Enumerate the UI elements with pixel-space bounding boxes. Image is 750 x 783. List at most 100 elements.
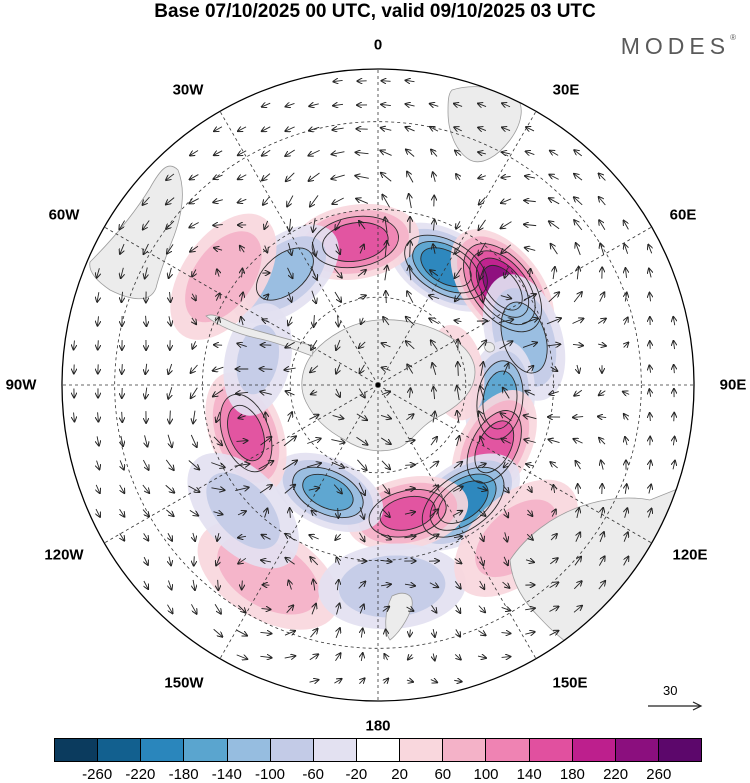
wind-vector-arrow (573, 292, 582, 303)
wind-vector-arrow (478, 152, 486, 154)
wind-vector-arrow (380, 437, 391, 444)
wind-vector-arrow (625, 268, 626, 278)
wind-vector-arrow (356, 199, 369, 204)
wind-vector-arrow (310, 629, 317, 638)
label-lon-180: 180 (365, 717, 391, 735)
wind-vector-arrow (574, 150, 583, 157)
wind-vector-arrow (217, 533, 219, 541)
wind-vector-arrow (120, 484, 125, 493)
wind-vector-arrow (265, 508, 268, 518)
wind-vector-arrow (359, 341, 366, 348)
wind-vector-arrow (648, 245, 651, 254)
anomaly-band (302, 474, 354, 511)
wind-vector-arrow (168, 363, 171, 374)
wind-vector-arrow (312, 241, 315, 256)
wind-vector-arrow (361, 653, 362, 662)
wind-vector-arrow (498, 319, 513, 322)
contour-line (466, 410, 522, 484)
label-lon-150e: 150E (552, 674, 588, 692)
wind-vector-arrow (457, 386, 459, 401)
wind-vector-arrow (429, 295, 440, 298)
wind-vector-arrow (97, 460, 100, 470)
latitude-circle (114, 121, 642, 649)
contour-lines (219, 215, 548, 538)
wind-vector-arrow (190, 434, 196, 447)
wind-vector-arrow (432, 363, 436, 376)
wind-vector-arrow (429, 534, 438, 540)
wind-vector-arrow (574, 557, 581, 566)
wind-vector-arrow (236, 392, 249, 393)
wind-vector-arrow (120, 509, 125, 516)
wind-vector-arrow (526, 366, 534, 373)
wind-vector-arrow (478, 176, 486, 179)
wind-vector-arrow (237, 343, 247, 346)
wind-vector-arrow (380, 534, 391, 540)
wind-vector-arrow (166, 509, 173, 516)
colorbar-tick-label: 100 (473, 766, 499, 783)
wind-vector-arrow (356, 152, 369, 153)
wind-vector-arrow (673, 461, 675, 470)
wind-vector-arrow (624, 343, 629, 348)
wind-vector-arrow (526, 127, 535, 131)
wind-vector-arrow (332, 152, 345, 155)
colorbar-tick-label: -20 (345, 766, 368, 783)
wind-vector-arrow (409, 194, 412, 209)
wind-vector-arrow (333, 267, 342, 277)
wind-vector-arrow (549, 198, 560, 205)
wind-vector-arrow (385, 241, 387, 258)
wind-vector-arrow (599, 197, 606, 206)
wind-vector-arrow (120, 460, 124, 469)
label-lon-60e: 60E (669, 206, 697, 224)
wind-vector-arrow (381, 391, 390, 394)
wind-vector-arrow (410, 241, 411, 258)
wind-vector-arrow (120, 243, 124, 254)
wind-vector-arrow (122, 411, 123, 422)
wind-vector-arrow (235, 487, 248, 490)
wind-vector-arrow (261, 609, 270, 610)
wind-vector-arrow (144, 243, 149, 254)
wind-vector-arrow (309, 415, 318, 420)
wind-vector-arrow (573, 439, 583, 443)
wind-vector-arrow (455, 244, 462, 253)
wind-vector-arrow (406, 607, 414, 611)
wind-vector-arrow (455, 292, 462, 301)
label-lon-30e: 30E (552, 81, 580, 99)
wind-vector-arrow (167, 244, 174, 253)
wind-vector-arrow (335, 653, 340, 662)
wind-vector-arrow (553, 485, 554, 494)
wind-vector-arrow (384, 679, 388, 684)
wind-vector-arrow (306, 463, 321, 468)
wind-vector-arrow (121, 435, 123, 446)
wind-vector-arrow (166, 220, 175, 229)
wind-vector-arrow (360, 604, 364, 614)
wind-vector-arrow (286, 391, 295, 395)
wind-vector-arrow (97, 268, 100, 277)
wind-vector-arrow (260, 632, 271, 633)
wind-vector-arrow (478, 103, 487, 106)
wind-vector-arrow (456, 604, 461, 613)
wind-vector-arrow (453, 511, 462, 515)
contour-line (219, 393, 273, 473)
wind-vector-arrow (146, 315, 147, 326)
contour-line (437, 480, 489, 524)
wind-vector-arrow (522, 343, 537, 348)
wind-vector-arrow (478, 509, 486, 516)
wind-vector-arrow (546, 318, 561, 325)
wind-vector-arrow (524, 439, 536, 442)
wind-vector-arrow (337, 580, 338, 591)
wind-vector-arrow (455, 151, 462, 156)
wind-vector-arrow (523, 294, 536, 301)
wind-vector-arrow (214, 175, 223, 179)
colorbar-tick-label: -220 (125, 766, 156, 783)
south-pole-marker (375, 382, 381, 388)
wind-vector-arrow (165, 484, 175, 492)
wind-vector-arrow (336, 243, 340, 254)
wind-vector-arrow (194, 556, 195, 565)
wind-vector-arrow (98, 340, 99, 349)
wind-vector-arrow (502, 127, 511, 130)
wind-vector-arrow (454, 680, 462, 681)
wind-vector-arrow (121, 291, 122, 302)
wind-vector-arrow (214, 127, 223, 131)
wind-vector-arrow (191, 387, 198, 398)
wind-vector-arrow (552, 509, 556, 517)
